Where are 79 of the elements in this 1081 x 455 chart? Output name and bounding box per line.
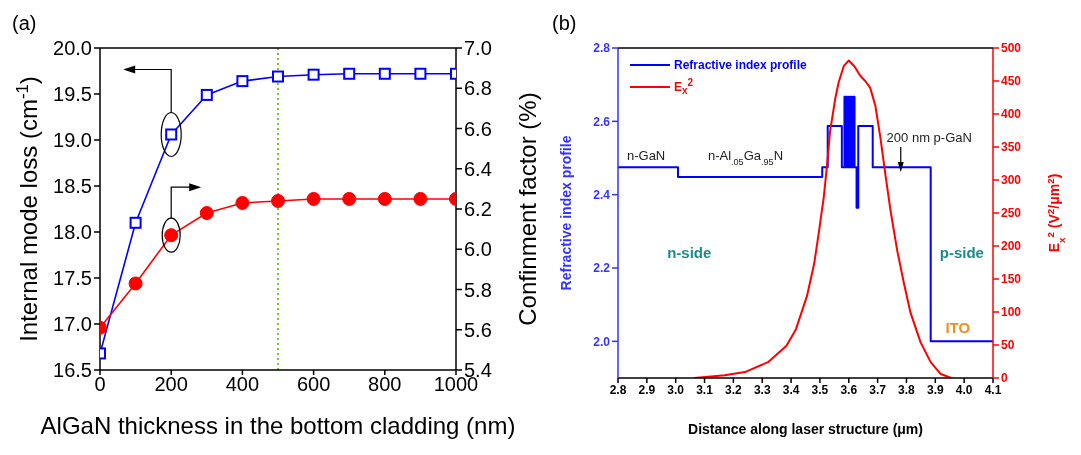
y2-tick-label: 5.6 — [464, 318, 492, 341]
y2-tick-label: 5.8 — [464, 278, 492, 301]
x-tick-label: 400 — [225, 373, 260, 396]
y-tick-label: 2.0 — [593, 334, 611, 349]
y2-tick-label: 400 — [1001, 107, 1022, 122]
y2-tick-label: 450 — [1001, 74, 1022, 89]
x-tick-label: 4.1 — [984, 382, 1002, 397]
y-tick-label: 16.5 — [53, 359, 92, 382]
chart-title: (b) — [552, 12, 577, 35]
y2-tick-label: 6.6 — [464, 117, 492, 140]
y-tick-label: 17.5 — [53, 267, 92, 290]
annotation: n-GaN — [626, 148, 666, 164]
y-tick-label: 2.8 — [593, 41, 611, 56]
x-tick-label: 3.2 — [725, 382, 743, 397]
y-tick-label: 18.5 — [53, 175, 92, 198]
x-tick-label: 2.9 — [638, 382, 656, 397]
y-tick-label: 19.0 — [53, 129, 92, 152]
point — [343, 67, 356, 80]
y-tick-label: 20.0 — [53, 37, 92, 60]
y-tick-label: 19.5 — [53, 83, 92, 106]
x-tick-label: 3.7 — [869, 382, 887, 397]
x-tick-label: 3.0 — [667, 382, 685, 397]
legend-label: Refractive index profile — [674, 58, 807, 72]
y-tick-label: 2.6 — [593, 114, 611, 129]
x-axis-title: AlGaN thickness in the bottom cladding (nm) — [40, 412, 516, 439]
y2-tick-label: 500 — [1001, 41, 1022, 56]
y2-tick-label: 50 — [1001, 338, 1015, 353]
x-tick-label: 200 — [154, 373, 188, 396]
point — [199, 206, 214, 221]
y-axis-title: Refractive index profile — [558, 135, 575, 291]
point — [200, 88, 213, 101]
point — [342, 191, 357, 206]
chart-title: (a) — [12, 12, 37, 35]
point — [272, 70, 284, 83]
y2-tick-label: 7.0 — [464, 37, 492, 60]
annotation: n-side — [667, 243, 712, 261]
point — [236, 75, 249, 88]
x-tick-label: 2.8 — [609, 382, 627, 397]
y2-axis-title: Confinment factor (%) — [514, 92, 541, 326]
point — [377, 191, 392, 206]
point — [129, 216, 142, 229]
y2-tick-label: 6.2 — [464, 198, 492, 221]
x-tick-label: 3.5 — [811, 382, 829, 397]
x-tick-label: 0 — [94, 373, 106, 396]
y2-tick-label: 6.4 — [464, 157, 492, 180]
point — [128, 276, 143, 291]
x-tick-label: 3.9 — [926, 382, 944, 397]
y2-tick-label: 200 — [1001, 239, 1022, 254]
x-tick-label: 3.3 — [753, 382, 771, 397]
y-tick-label: 2.2 — [593, 261, 611, 276]
x-tick-label: 3.1 — [696, 382, 714, 397]
point — [307, 68, 320, 81]
x-tick-label: 3.4 — [782, 382, 800, 397]
y-tick-label: 2.4 — [593, 187, 611, 202]
point — [413, 191, 428, 206]
x-tick-label: 800 — [368, 373, 402, 396]
y2-tick-label: 150 — [1001, 272, 1022, 287]
annotation: p-side — [939, 243, 984, 261]
annotation: ITO — [945, 319, 971, 337]
x-tick-label: 3.8 — [898, 382, 916, 397]
x-tick-label: 600 — [296, 373, 331, 396]
y2-tick-label: 6.8 — [464, 77, 492, 100]
point — [306, 191, 321, 206]
x-tick-label: 4.0 — [955, 382, 973, 397]
annotation: 200 nm p-GaN — [886, 130, 972, 146]
y2-tick-label: 250 — [1001, 206, 1022, 221]
x-tick-label: 3.6 — [840, 382, 858, 397]
y2-tick-label: 300 — [1001, 173, 1022, 188]
x-axis-title: Distance along laser structure (μm) — [688, 421, 923, 437]
y-tick-label: 18.0 — [53, 221, 92, 244]
point — [235, 195, 250, 210]
point — [414, 67, 427, 80]
annotation: n-Al$_{.05}$Ga$_{.95}$N — [707, 148, 784, 168]
point — [271, 193, 285, 208]
y-tick-label: 17.0 — [53, 313, 92, 336]
point — [378, 67, 391, 80]
y2-tick-label: 350 — [1001, 140, 1022, 155]
y2-tick-label: 100 — [1001, 305, 1022, 320]
y2-tick-label: 6.0 — [464, 238, 492, 261]
